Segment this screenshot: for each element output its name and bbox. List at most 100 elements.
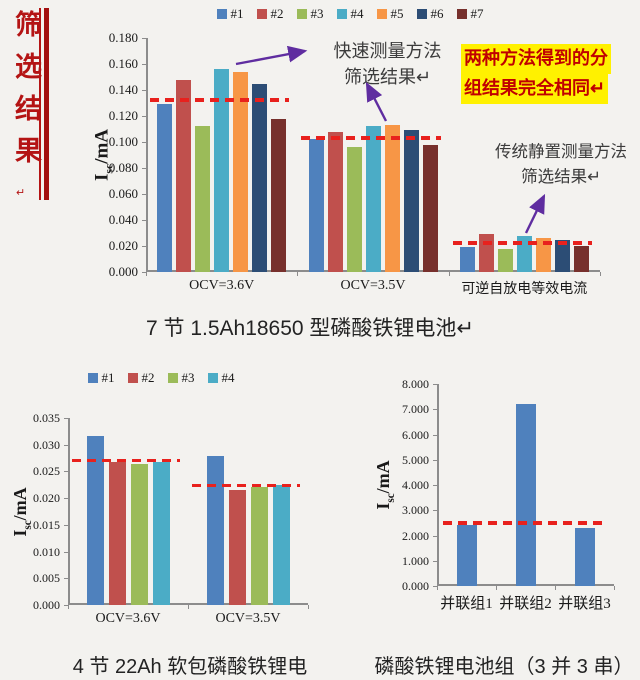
y-tick-mark <box>433 434 437 436</box>
y-tick-mark <box>64 551 68 553</box>
y-tick-mark <box>64 444 68 446</box>
bar-s6-c3 <box>554 239 570 272</box>
x-tick-mark <box>146 272 147 276</box>
y-tick-mark <box>433 459 437 461</box>
vertical-heading: 筛选结果 <box>11 10 41 178</box>
bar-s7-c2 <box>422 144 438 272</box>
y-tick-label: 0.035 <box>33 411 60 425</box>
y-tick-mark <box>433 384 437 385</box>
y-tick-label: 8.000 <box>402 377 429 391</box>
legend-label: #6 <box>430 6 444 21</box>
threshold-line <box>150 98 290 103</box>
y-tick-mark <box>433 409 437 411</box>
bar-s2-c2 <box>228 489 246 605</box>
y-tick-label: 5.000 <box>402 452 429 467</box>
chart-18650-cells: 0.000 0.020 0.040 0.060 0.080 0.100 0.120 0.140… <box>90 30 610 297</box>
bar-s2-c2 <box>327 131 343 272</box>
y-tick-mark <box>142 116 146 117</box>
legend-item: #3 <box>167 370 195 386</box>
x-category-label: OCV=3.6V <box>95 611 161 626</box>
legend-swatch-icon <box>216 9 227 19</box>
bar-s6-c1 <box>252 83 268 272</box>
legend-item: #1 <box>87 370 115 386</box>
y-axis-label-part: sc <box>21 519 34 530</box>
x-category-label: 可逆自放电等效电流 <box>461 282 588 297</box>
y-tick-mark <box>433 586 437 587</box>
bar-s4-c2 <box>272 485 290 605</box>
legend-swatch-icon <box>336 9 347 19</box>
y-tick-mark <box>433 560 437 562</box>
y-tick-label: 0.100 <box>108 134 138 149</box>
legend-swatch-icon <box>207 373 218 383</box>
threshold-line <box>301 136 441 141</box>
bar-s1-c1 <box>86 436 104 605</box>
y-tick-mark <box>142 64 146 65</box>
bar-series1-c3 <box>574 527 595 586</box>
legend-label: #1 <box>230 6 244 21</box>
y-axis-label: Isc/mA <box>10 487 34 536</box>
legend-swatch-icon <box>127 373 138 383</box>
heading-rule-thin <box>39 8 41 200</box>
note-line-highlight: 组结果完全相同↵ <box>461 73 609 104</box>
fast-method-note: 快速测量方法 筛选结果↵ <box>300 38 475 90</box>
y-axis-label-part: sc <box>102 163 116 174</box>
legend-item: #5 <box>376 6 404 22</box>
y-tick-mark <box>433 485 437 486</box>
y-tick-label: 0.140 <box>108 82 138 97</box>
y-tick-mark <box>64 498 68 500</box>
note-line: 筛选结果↵ <box>343 67 432 88</box>
y-tick-label: 0.080 <box>108 160 138 175</box>
bar-s1-c2 <box>308 139 324 272</box>
y-axis-label: Isc/mA <box>373 460 397 509</box>
threshold-line <box>72 459 180 463</box>
y-tick-label: 0.180 <box>108 30 138 45</box>
legend-swatch-icon <box>256 9 267 19</box>
y-axis-label-part: sc <box>384 493 397 503</box>
x-tick-mark <box>600 272 601 276</box>
legend-item: #2 <box>256 6 284 22</box>
return-mark: ↵ <box>16 187 26 199</box>
y-axis-label-part: I <box>373 502 394 510</box>
x-category-label: 并联组1 <box>440 596 493 612</box>
y-tick-mark <box>142 38 146 39</box>
x-tick-mark <box>614 586 615 590</box>
y-tick-label: 0.000 <box>33 598 60 612</box>
x-tick-mark <box>297 272 299 276</box>
y-tick-label: 0.060 <box>108 186 138 201</box>
y-axis-label-part: /mA <box>373 460 394 494</box>
y-axis-label-part: I <box>10 529 31 537</box>
y-tick-mark <box>142 220 146 221</box>
y-tick-label: 0.020 <box>33 491 60 506</box>
legend-swatch-icon <box>87 373 98 383</box>
bar-series1-c1 <box>456 525 477 586</box>
legend-label: #4 <box>221 370 235 385</box>
legend-label: #2 <box>141 370 155 385</box>
y-tick-label: 4.000 <box>402 478 429 492</box>
bar-s5-c1 <box>233 71 249 272</box>
plot-area <box>68 418 308 605</box>
x-category-label: 并联组3 <box>558 596 611 612</box>
legend-item: #4 <box>207 370 235 386</box>
traditional-method-note: 传统静置测量方法 筛选结果↵ <box>478 140 640 190</box>
y-tick-label: 6.000 <box>402 427 429 442</box>
bar-s3-c1 <box>130 463 148 605</box>
y-tick-label: 0.040 <box>108 212 138 227</box>
note-line-highlight: 两种方法得到的分 <box>461 44 611 74</box>
bar-s2-c3 <box>478 234 494 272</box>
chart1-legend: #1 #2 #3 #4 #5 #6 #7 <box>90 6 610 22</box>
chart1-caption: 7 节 1.5Ah18650 型磷酸铁锂电池↵ <box>145 317 475 340</box>
note-line: 传统静置测量方法 <box>495 143 627 161</box>
y-tick-mark <box>433 535 437 537</box>
bar-s1-c2 <box>206 456 224 605</box>
bar-series1-c2 <box>515 404 536 586</box>
y-tick-mark <box>64 524 68 526</box>
bar-s4-c2 <box>365 126 381 272</box>
chart-battery-pack: 0.000 1.000 2.000 3.000 4.000 5.000 6.000 7.000… <box>365 370 620 618</box>
legend-swatch-icon <box>456 9 467 19</box>
y-tick-label: 2.000 <box>402 528 429 543</box>
x-tick-mark <box>68 605 69 609</box>
bar-s2-c1 <box>108 461 126 605</box>
y-tick-label: 3.000 <box>402 503 429 518</box>
chart3-caption: 磷酸铁锂电池组（3 并 3 串） <box>374 656 634 678</box>
y-tick-mark <box>433 510 437 512</box>
